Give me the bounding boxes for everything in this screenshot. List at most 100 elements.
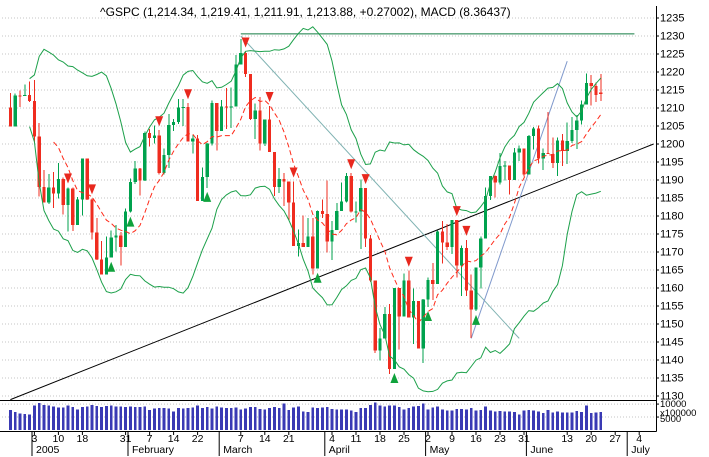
volume-bar: [210, 408, 214, 430]
volume-pane[interactable]: [0, 400, 657, 431]
volume-bar: [292, 407, 295, 430]
candle-body: [172, 121, 176, 125]
volume-bar: [95, 405, 99, 430]
sell-arrow-icon: [452, 206, 461, 217]
volume-bar: [556, 411, 559, 430]
candle-body: [450, 220, 454, 248]
volume-bar: [551, 412, 555, 430]
volume-bar: [522, 410, 526, 430]
price-axis-label: 1220: [660, 67, 684, 79]
candle-body: [253, 110, 257, 119]
date-label: 2: [425, 433, 431, 445]
month-label: June: [530, 444, 553, 456]
volume-bar: [469, 407, 473, 430]
candle-body: [234, 64, 238, 107]
moving-average-dashed-line: [53, 96, 602, 324]
candle-body: [311, 236, 315, 269]
candle-body: [224, 106, 228, 108]
candle-body: [594, 86, 598, 96]
volume-bar: [441, 409, 444, 430]
candle-body: [66, 188, 70, 206]
candle-body: [541, 152, 545, 159]
volume-scale-multiplier: x100000: [660, 408, 696, 419]
candle-body: [47, 187, 51, 203]
volume-bar: [263, 409, 267, 430]
volume-bar: [244, 408, 247, 430]
candle-body: [109, 237, 113, 258]
candle-body: [431, 280, 435, 284]
sell-arrow-icon: [155, 116, 164, 127]
price-axis-label: 1185: [660, 193, 684, 205]
candle-body: [148, 133, 152, 138]
volume-bar: [402, 409, 406, 430]
volume-bar: [201, 407, 204, 430]
volume-bar: [90, 405, 94, 430]
candle-body: [176, 107, 180, 122]
candle-body: [301, 242, 305, 247]
volume-bar: [354, 411, 358, 430]
volume-bar: [215, 406, 219, 430]
candle-body: [445, 242, 449, 248]
candle-body: [532, 128, 536, 137]
candle-body: [196, 138, 200, 202]
candle-body: [397, 288, 401, 317]
date-label: 23: [494, 433, 506, 445]
candle-body: [191, 138, 195, 142]
candle-body: [421, 299, 425, 349]
price-axis-label: 1235: [660, 13, 684, 25]
volume-bar: [105, 406, 108, 430]
date-label: 27: [609, 433, 621, 445]
volume-bar: [541, 412, 545, 430]
volume-bar: [100, 406, 103, 430]
candle-body: [512, 152, 516, 180]
price-axis-label: 1180: [660, 211, 684, 223]
candle-body: [359, 188, 363, 212]
date-label: 4: [329, 433, 335, 445]
gridline-layer: [2, 17, 656, 418]
volume-bar: [340, 409, 343, 430]
candle-body: [52, 187, 56, 194]
trendline-layer: [10, 33, 654, 401]
volume-bar: [412, 406, 415, 430]
volume-bar: [431, 407, 435, 430]
volume-bar: [450, 410, 454, 430]
candle-body: [378, 338, 382, 351]
candle-body: [344, 175, 348, 202]
volume-bar: [52, 406, 55, 430]
volume-bar: [133, 406, 137, 430]
buy-arrow-icon: [424, 311, 432, 322]
sell-arrow-icon: [64, 173, 72, 184]
date-label: 18: [374, 433, 386, 445]
candle-body: [392, 288, 396, 369]
volume-bar: [9, 409, 12, 430]
price-axis-label: 1205: [660, 121, 684, 133]
candle-body: [551, 153, 555, 164]
price-pane[interactable]: [0, 6, 657, 400]
volume-bar: [234, 407, 238, 430]
indicator-layer: [29, 26, 602, 393]
sell-arrow-icon: [347, 159, 356, 170]
candlestick-layer: [8, 39, 603, 374]
volume-bar: [57, 407, 60, 430]
candle-body: [248, 74, 252, 119]
volume-bar: [114, 406, 118, 430]
volume-bar: [258, 409, 262, 430]
volume-bar: [220, 407, 223, 430]
volume-bar: [18, 413, 22, 430]
candle-body: [215, 103, 219, 132]
volume-bar: [585, 405, 588, 430]
candle-body: [263, 119, 267, 144]
volume-bar: [229, 407, 233, 430]
volume-bar: [13, 411, 17, 430]
volume-bar: [484, 406, 487, 430]
candle-body: [76, 199, 80, 226]
volume-bar: [527, 409, 531, 430]
date-label: 31: [518, 433, 530, 445]
date-label: 16: [470, 433, 482, 445]
volume-bar: [498, 411, 502, 430]
volume-bar: [359, 408, 363, 430]
price-axis-label: 1200: [660, 139, 684, 151]
volume-bar: [373, 402, 377, 430]
volume-bar: [81, 406, 84, 430]
